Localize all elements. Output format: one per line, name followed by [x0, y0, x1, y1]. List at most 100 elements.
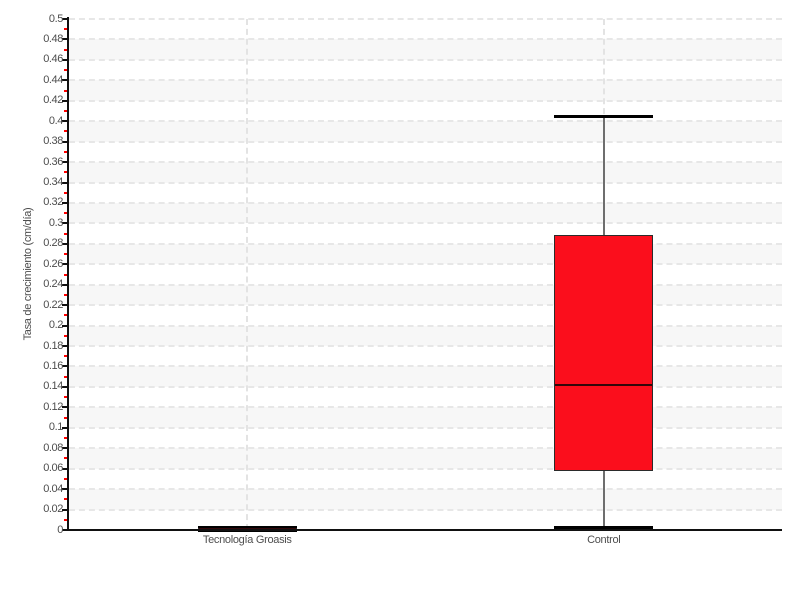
y-minor-tick — [64, 150, 67, 153]
y-major-tick — [62, 508, 67, 511]
grid-band — [69, 141, 782, 163]
grid-line-horizontal — [69, 263, 782, 266]
x-axis-line — [69, 529, 782, 531]
y-tick-label: 0.04 — [43, 482, 63, 495]
y-major-tick — [62, 79, 67, 82]
y-tick-label: 0.22 — [43, 298, 63, 311]
y-tick-label: 0.34 — [43, 176, 63, 189]
y-tick-label: 0.06 — [43, 462, 63, 475]
y-major-tick — [62, 222, 67, 225]
median-line — [555, 383, 653, 386]
y-major-tick — [62, 263, 67, 266]
grid-band — [69, 489, 782, 510]
y-tick-label: 0.36 — [43, 155, 63, 168]
y-tick-label: 0.26 — [43, 257, 63, 270]
grid-band — [69, 202, 782, 224]
y-tick-label: 0.16 — [43, 359, 63, 372]
y-tick-label: 0.5 — [48, 12, 63, 25]
grid-line-horizontal — [69, 426, 782, 429]
y-major-tick — [62, 488, 67, 491]
y-major-tick — [62, 58, 67, 61]
grid-line-horizontal — [69, 181, 782, 184]
y-tick-label: 0.28 — [43, 237, 63, 250]
y-minor-tick — [64, 477, 67, 480]
y-minor-tick — [64, 375, 67, 378]
y-major-tick — [62, 426, 67, 429]
grid-line-horizontal — [69, 38, 782, 41]
y-minor-tick — [64, 28, 67, 31]
y-tick-label: 0.3 — [48, 216, 63, 229]
grid-line-horizontal — [69, 304, 782, 307]
grid-band — [69, 223, 782, 244]
y-axis-line — [67, 17, 69, 531]
whisker-cap-max — [197, 526, 297, 530]
y-major-tick — [62, 201, 67, 204]
grid-band — [69, 346, 782, 367]
grid-band — [69, 182, 782, 203]
y-minor-tick — [64, 69, 67, 72]
grid-line-horizontal — [69, 201, 782, 204]
grid-line-horizontal — [69, 283, 782, 286]
y-major-tick — [62, 181, 67, 184]
grid-line-horizontal — [69, 488, 782, 491]
y-major-tick — [62, 18, 67, 20]
y-minor-tick — [64, 273, 67, 276]
grid-line-horizontal — [69, 467, 782, 470]
grid-line-vertical — [246, 19, 249, 530]
grid-band — [69, 325, 782, 347]
grid-band — [69, 305, 782, 326]
grid-line-horizontal — [69, 385, 782, 388]
whisker-lower — [602, 470, 605, 528]
grid-band — [69, 162, 782, 183]
y-minor-tick — [64, 48, 67, 51]
y-tick-label: 0.18 — [43, 339, 63, 352]
y-minor-tick — [64, 293, 67, 296]
y-major-tick — [62, 304, 67, 307]
y-minor-tick — [64, 232, 67, 235]
y-tick-label: 0.24 — [43, 278, 63, 291]
grid-band — [69, 80, 782, 101]
grid-band — [69, 39, 782, 60]
y-major-tick — [62, 161, 67, 164]
y-minor-tick — [64, 130, 67, 133]
y-minor-tick — [64, 498, 67, 501]
y-minor-tick — [64, 253, 67, 256]
y-tick-label: 0.46 — [43, 53, 63, 66]
grid-line-horizontal — [69, 242, 782, 245]
grid-band — [69, 19, 782, 40]
grid-line-horizontal — [69, 99, 782, 102]
y-tick-label: 0.44 — [43, 73, 63, 86]
grid-line-horizontal — [69, 222, 782, 225]
y-minor-tick — [64, 171, 67, 174]
y-tick-label: 0.4 — [48, 114, 63, 127]
y-major-tick — [62, 242, 67, 245]
y-minor-tick — [64, 457, 67, 460]
y-major-tick — [62, 365, 67, 368]
y-tick-label: 0.14 — [43, 380, 63, 393]
grid-band — [69, 427, 782, 449]
y-major-tick — [62, 283, 67, 286]
grid-line-horizontal — [69, 324, 782, 327]
grid-line-horizontal — [69, 120, 782, 123]
y-major-tick — [62, 345, 67, 348]
grid-line-horizontal — [69, 18, 782, 20]
y-minor-tick — [64, 191, 67, 194]
y-tick-label: 0.42 — [43, 94, 63, 107]
y-major-tick — [62, 324, 67, 327]
grid-band — [69, 284, 782, 306]
grid-band — [69, 264, 782, 285]
whisker-upper — [602, 116, 605, 235]
y-major-tick — [62, 467, 67, 470]
y-minor-tick — [64, 109, 67, 112]
y-tick-label: 0.1 — [48, 421, 63, 434]
grid-band — [69, 448, 782, 469]
grid-line-horizontal — [69, 406, 782, 409]
grid-band — [69, 243, 782, 265]
y-major-tick — [62, 38, 67, 41]
y-major-tick — [62, 529, 67, 531]
box-control — [554, 234, 654, 471]
median-line — [198, 527, 296, 530]
y-major-tick — [62, 447, 67, 450]
y-major-tick — [62, 385, 67, 388]
